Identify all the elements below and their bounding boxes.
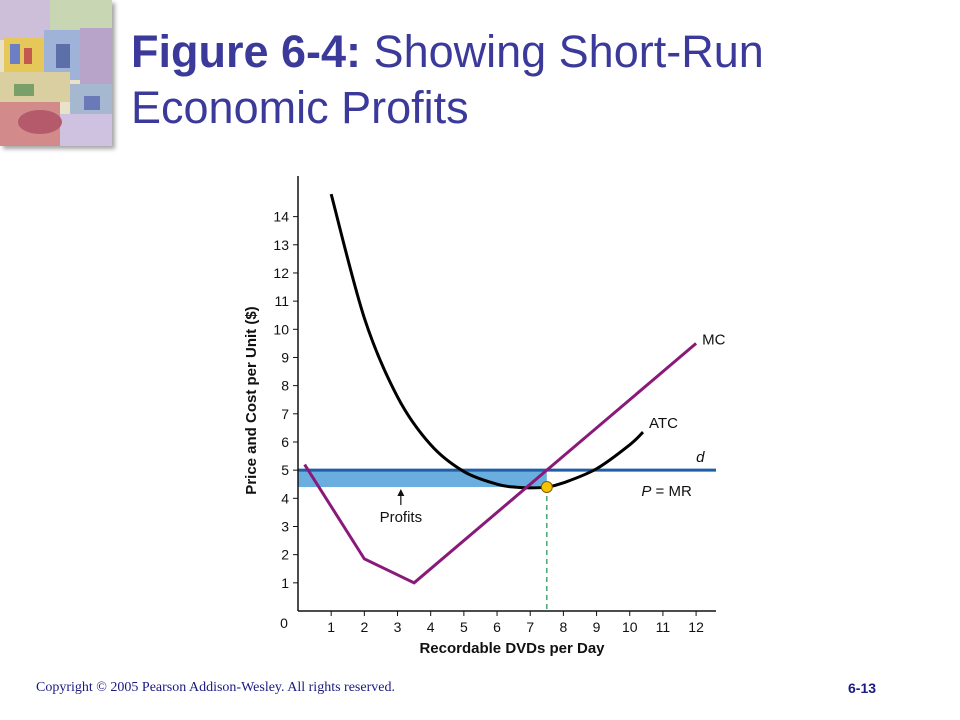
profits-arrowhead bbox=[397, 489, 405, 497]
x-tick-label: 2 bbox=[360, 619, 368, 635]
x-tick-label: 10 bbox=[622, 619, 638, 635]
x-tick-label: 7 bbox=[526, 619, 534, 635]
profits-label: Profits bbox=[380, 509, 423, 526]
price-mr-label: P = MR bbox=[641, 483, 692, 500]
y-tick-label: 10 bbox=[273, 321, 289, 337]
y-tick-label: 14 bbox=[273, 209, 289, 225]
abstract-painting-icon bbox=[0, 0, 112, 146]
x-tick-label: 9 bbox=[593, 619, 601, 635]
y-tick-label: 5 bbox=[281, 462, 289, 478]
atc-label: ATC bbox=[649, 415, 678, 432]
mc-curve bbox=[303, 342, 698, 585]
demand-label: d bbox=[696, 449, 705, 466]
equilibrium-point bbox=[540, 481, 553, 494]
y-tick-label: 12 bbox=[273, 265, 289, 281]
y-tick-label: 1 bbox=[281, 575, 289, 591]
x-tick-label: 4 bbox=[427, 619, 435, 635]
mc-label: MC bbox=[702, 331, 725, 348]
x-axis-title: Recordable DVDs per Day bbox=[419, 640, 605, 657]
y-tick-label: 6 bbox=[281, 434, 289, 450]
y-tick-label: 4 bbox=[281, 490, 289, 506]
y-tick-label: 9 bbox=[281, 349, 289, 365]
y-tick-label: 13 bbox=[273, 237, 289, 253]
figure-number: Figure 6-4: bbox=[131, 26, 362, 77]
x-tick-label: 6 bbox=[493, 619, 501, 635]
x-tick-label: 12 bbox=[688, 619, 704, 635]
cost-curves-chart: 1 2 3 4 5 6 7 8 9 10 11 12 13 14 1 2 3 4 5 6 7 8 9 10 11 12 0 Recor… bbox=[230, 170, 750, 670]
x-tick-label: 8 bbox=[559, 619, 567, 635]
x-tick-label: 11 bbox=[656, 619, 671, 635]
figure-caption: Showing Short-Run Economic Profits bbox=[131, 26, 764, 133]
corner-artwork bbox=[0, 0, 112, 146]
x-tick-label: 1 bbox=[327, 619, 335, 635]
y-tick-label: 7 bbox=[281, 406, 289, 422]
y-axis-title: Price and Cost per Unit ($) bbox=[243, 306, 260, 494]
y-tick-label: 11 bbox=[274, 293, 289, 309]
profit-area bbox=[298, 470, 547, 488]
atc-curve bbox=[329, 193, 645, 490]
y-tick-label: 2 bbox=[281, 547, 289, 563]
page-number: 6-13 bbox=[848, 680, 877, 696]
x-tick-label: 5 bbox=[460, 619, 468, 635]
x-tick-label: 3 bbox=[394, 619, 402, 635]
origin-label: 0 bbox=[280, 615, 288, 631]
y-tick-label: 8 bbox=[281, 378, 289, 394]
copyright-notice: Copyright © 2005 Pearson Addison-Wesley.… bbox=[36, 680, 395, 695]
y-tick-label: 3 bbox=[281, 518, 289, 534]
slide-title: Figure 6-4: Showing Short-Run Economic P… bbox=[131, 24, 931, 136]
